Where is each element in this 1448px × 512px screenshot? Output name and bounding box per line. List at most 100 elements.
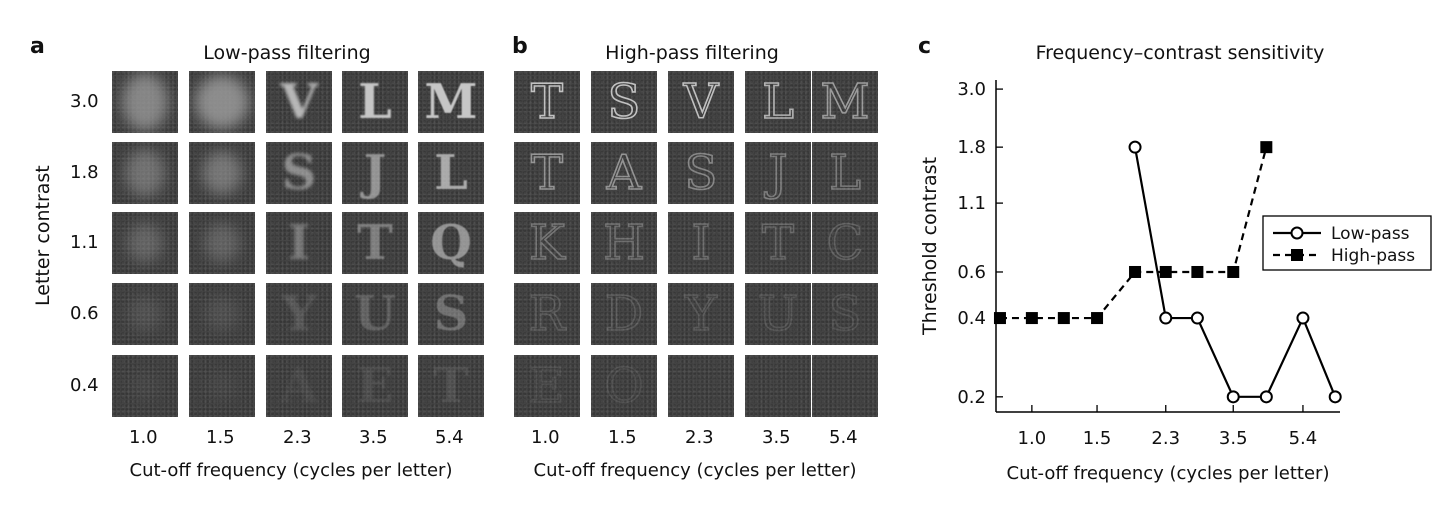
- chart-xlabel: Cut-off frequency (cycles per letter): [1007, 463, 1330, 484]
- panel-c-title: Frequency–contrast sensitivity: [1035, 42, 1325, 64]
- legend-low-pass-label: Low-pass: [1331, 224, 1410, 244]
- tile-letter: T: [357, 215, 393, 271]
- letter-tile: D: [591, 283, 657, 345]
- blurred-blob: [204, 223, 240, 263]
- x-tick-label: 3.5: [359, 427, 388, 448]
- tile-letter: V: [683, 74, 719, 130]
- letter-tile: Y: [266, 283, 332, 345]
- x-tick-label: 5.4: [829, 427, 858, 448]
- x-tick-label: 1.0: [129, 427, 158, 448]
- tile-letter: A: [606, 145, 642, 201]
- letter-tile: M: [418, 71, 484, 133]
- x-tick-label: 3.5: [762, 427, 791, 448]
- low-pass-point: [1159, 311, 1173, 325]
- panel-a-xlabel: Cut-off frequency (cycles per letter): [129, 460, 453, 481]
- tile-letter: T: [530, 145, 564, 201]
- letter-tile: [745, 355, 811, 417]
- high-pass-point: [993, 312, 1006, 325]
- tile-letter: S: [281, 145, 317, 201]
- blurred-blob: [127, 223, 163, 263]
- letter-tile: [112, 212, 178, 274]
- tile-letter: K: [528, 215, 565, 271]
- panel-b-label: b: [512, 34, 528, 59]
- letter-tile: V: [266, 71, 332, 133]
- letter-tile: I: [668, 212, 734, 274]
- letter-tile: O: [591, 355, 657, 417]
- x-tick-label: 1.0: [1018, 428, 1047, 449]
- letter-tile: L: [745, 71, 811, 133]
- letter-tile: L: [812, 142, 878, 204]
- y-tick-label: 1.8: [957, 137, 986, 158]
- tile-letter: E: [529, 358, 566, 414]
- blurred-blob: [205, 296, 239, 332]
- high-pass-point: [1091, 312, 1104, 325]
- letter-tile: V: [668, 71, 734, 133]
- letter-tile: L: [418, 142, 484, 204]
- letter-tile: [668, 355, 734, 417]
- high-pass-line: [999, 146, 1268, 320]
- letter-tile: M: [812, 71, 878, 133]
- letter-tile: S: [812, 283, 878, 345]
- letter-tile: I: [266, 212, 332, 274]
- letter-tile: U: [745, 283, 811, 345]
- y-tick-label: 0.6: [957, 262, 986, 283]
- letter-tile: A: [591, 142, 657, 204]
- x-tick-label: 1.5: [1083, 428, 1112, 449]
- tile-letter: S: [828, 286, 862, 342]
- blurred-blob: [125, 149, 165, 197]
- tile-letter: I: [287, 215, 311, 271]
- legend-low-pass-marker: [1290, 226, 1304, 240]
- tile-letter: T: [433, 358, 469, 414]
- x-tick-label: 2.3: [685, 427, 714, 448]
- high-pass-point: [1159, 265, 1172, 278]
- letter-tile: R: [514, 283, 580, 345]
- tile-letter: I: [691, 215, 712, 271]
- tile-letter: R: [528, 286, 566, 342]
- tile-letter: Y: [281, 286, 317, 342]
- letter-tile: A: [266, 355, 332, 417]
- letter-tile: S: [418, 283, 484, 345]
- y-tick-label: 0.4: [957, 308, 986, 329]
- low-pass-point: [1259, 390, 1273, 404]
- tile-letter: Y: [684, 286, 717, 342]
- y-tick-label: 1.1: [957, 193, 986, 214]
- panel-a-ylabel: Letter contrast: [32, 165, 54, 306]
- letter-tile: S: [266, 142, 332, 204]
- tile-letter: J: [768, 145, 789, 201]
- low-pass-point: [1296, 311, 1310, 325]
- y-tick-label: 1.8: [70, 162, 99, 183]
- high-pass-point: [1260, 141, 1273, 154]
- high-pass-point: [1057, 312, 1070, 325]
- panel-b-xlabel: Cut-off frequency (cycles per letter): [533, 460, 857, 481]
- panel-a-label: a: [30, 34, 45, 59]
- letter-tile: [112, 283, 178, 345]
- x-tick-label: 2.3: [283, 427, 312, 448]
- low-pass-point: [1328, 390, 1342, 404]
- legend-high-pass-label: High-pass: [1331, 246, 1415, 266]
- letter-tile: C: [812, 212, 878, 274]
- letter-tile: J: [745, 142, 811, 204]
- tile-letter: L: [358, 74, 392, 130]
- letter-tile: T: [418, 355, 484, 417]
- panel-a-title: Low-pass filtering: [203, 42, 371, 64]
- low-pass-point: [1226, 390, 1240, 404]
- tile-letter: U: [757, 286, 799, 342]
- y-tick-label: 0.4: [70, 375, 99, 396]
- x-tick-label: 2.3: [1151, 428, 1180, 449]
- tile-letter: S: [607, 74, 641, 130]
- letter-tile: T: [514, 71, 580, 133]
- high-pass-point: [1227, 265, 1240, 278]
- tile-letter: T: [530, 74, 564, 130]
- letter-tile: [112, 142, 178, 204]
- y-tick-label: 3.0: [70, 91, 99, 112]
- blurred-blob: [195, 75, 249, 129]
- high-pass-point: [1025, 312, 1038, 325]
- letter-tile: [189, 212, 255, 274]
- tile-letter: L: [828, 145, 861, 201]
- tile-letter: E: [356, 358, 394, 414]
- x-tick-label: 1.5: [608, 427, 637, 448]
- letter-tile: T: [745, 212, 811, 274]
- tile-letter: M: [424, 74, 478, 130]
- tile-letter: O: [604, 358, 645, 414]
- blurred-blob: [202, 151, 242, 195]
